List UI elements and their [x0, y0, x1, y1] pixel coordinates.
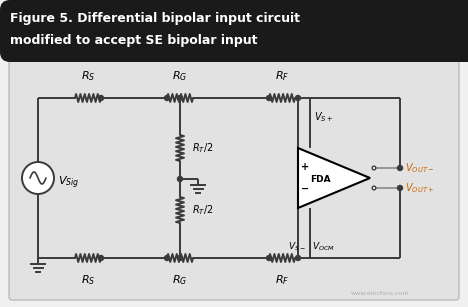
- Text: $V_{S-}$: $V_{S-}$: [288, 240, 306, 253]
- Circle shape: [295, 95, 300, 100]
- Text: modified to accept SE bipolar input: modified to accept SE bipolar input: [10, 34, 257, 47]
- Text: −: −: [301, 184, 309, 194]
- Text: FDA: FDA: [310, 176, 330, 185]
- Circle shape: [397, 185, 402, 191]
- Text: $V_{OUT-}$: $V_{OUT-}$: [405, 161, 434, 175]
- Circle shape: [177, 177, 183, 181]
- Circle shape: [22, 162, 54, 194]
- Circle shape: [372, 186, 376, 190]
- Text: $V_{S+}$: $V_{S+}$: [314, 110, 333, 124]
- Text: $R_F$: $R_F$: [275, 69, 289, 83]
- FancyBboxPatch shape: [0, 0, 370, 62]
- Text: $R_S$: $R_S$: [81, 273, 95, 287]
- Circle shape: [164, 255, 169, 261]
- Text: $R_F$: $R_F$: [275, 273, 289, 287]
- FancyBboxPatch shape: [9, 60, 459, 300]
- Bar: [180, 0, 468, 62]
- Text: $R_T/2$: $R_T/2$: [192, 141, 213, 155]
- Circle shape: [295, 255, 300, 261]
- Text: Figure 5. Differential bipolar input circuit: Figure 5. Differential bipolar input cir…: [10, 12, 300, 25]
- Circle shape: [177, 255, 183, 261]
- Circle shape: [266, 255, 271, 261]
- Text: $R_G$: $R_G$: [172, 273, 188, 287]
- Circle shape: [397, 165, 402, 170]
- Text: +: +: [301, 162, 309, 172]
- Circle shape: [98, 95, 103, 100]
- Text: $R_G$: $R_G$: [172, 69, 188, 83]
- Text: www.elecfans.com: www.elecfans.com: [351, 291, 409, 296]
- Circle shape: [372, 166, 376, 170]
- Text: $V_{OCM}$: $V_{OCM}$: [312, 240, 335, 253]
- Text: $R_T/2$: $R_T/2$: [192, 203, 213, 217]
- Polygon shape: [298, 148, 370, 208]
- Text: $V_{Sig}$: $V_{Sig}$: [58, 175, 80, 191]
- Text: $R_S$: $R_S$: [81, 69, 95, 83]
- Text: $V_{OUT+}$: $V_{OUT+}$: [405, 181, 434, 195]
- Circle shape: [177, 95, 183, 100]
- Circle shape: [164, 95, 169, 100]
- Circle shape: [266, 95, 271, 100]
- Circle shape: [98, 255, 103, 261]
